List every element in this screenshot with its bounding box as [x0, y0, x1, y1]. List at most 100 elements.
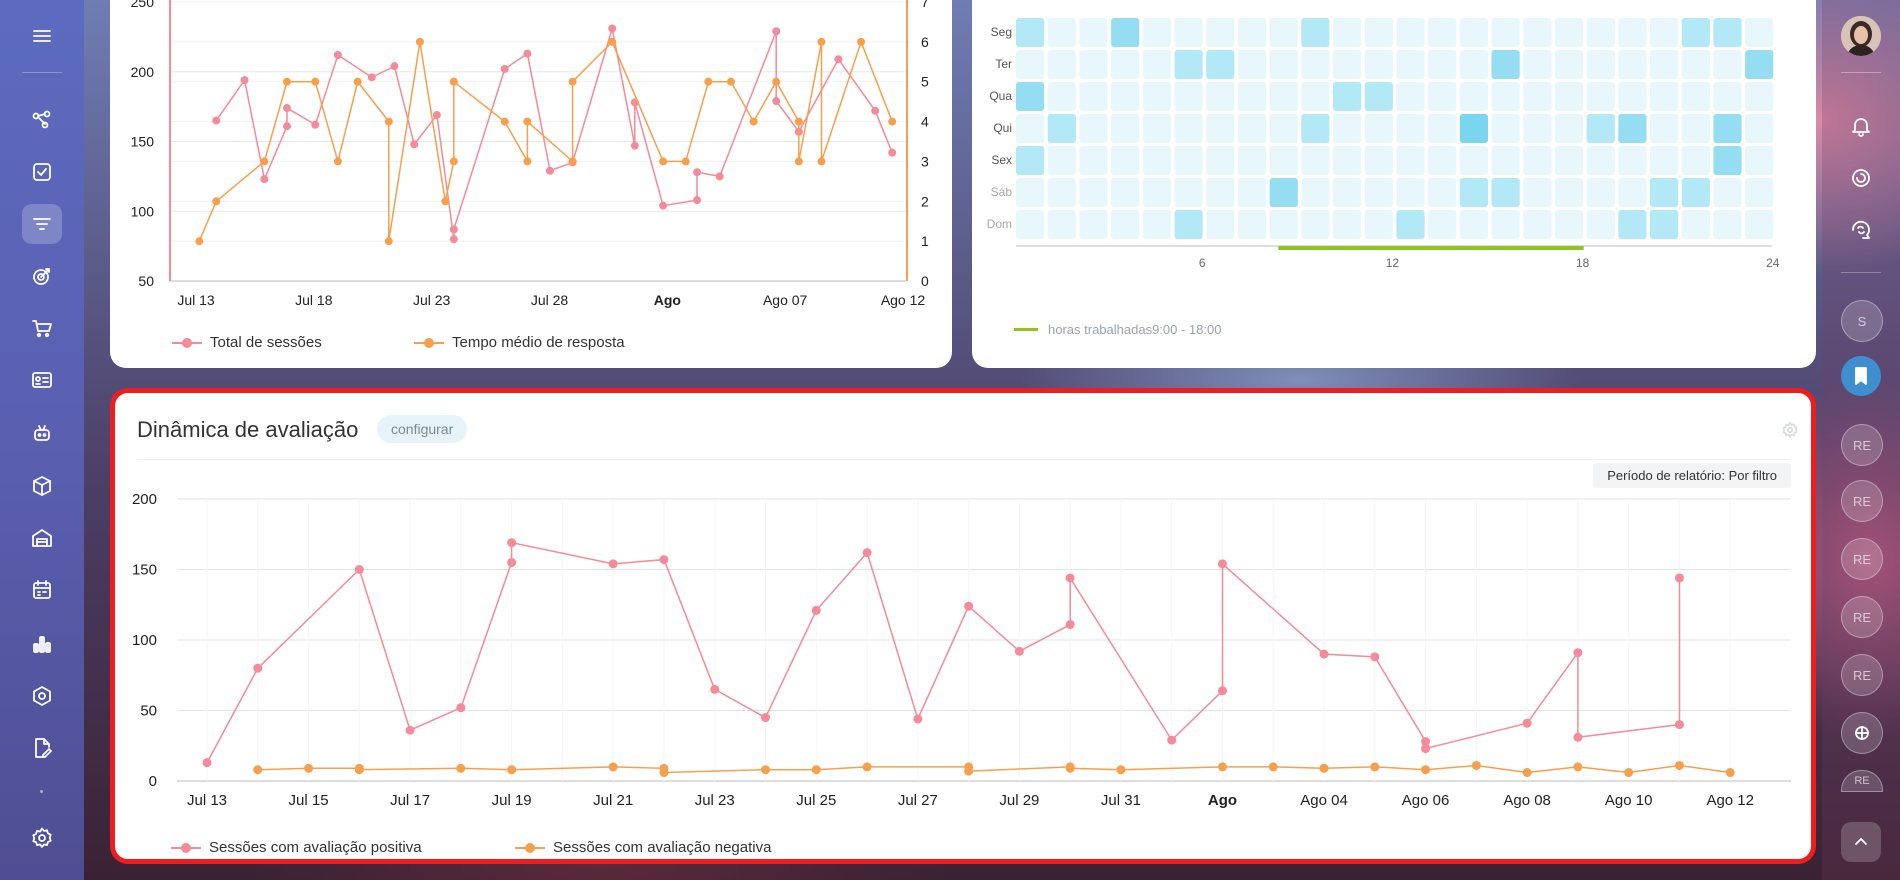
calendar-icon[interactable] [22, 570, 62, 610]
heatmap-cell [1111, 178, 1140, 207]
data-point [441, 197, 450, 206]
heatmap-cell [1650, 50, 1679, 79]
hexagon-icon[interactable] [22, 676, 62, 716]
heatmap-cell [1554, 82, 1584, 111]
x-tick-label: Ago 10 [1605, 792, 1653, 809]
heatmap-cell [1428, 146, 1457, 175]
x-tick-label: Jul 27 [898, 792, 938, 809]
share-icon[interactable] [22, 100, 62, 140]
heatmap-cell [1206, 178, 1235, 207]
x-tick-label: Jul 28 [531, 292, 569, 308]
heatmap-cell [1237, 210, 1267, 239]
heatmap-cell [1713, 178, 1742, 207]
heatmap-cell [1047, 210, 1076, 239]
contact-avatar[interactable]: RE [1841, 424, 1883, 466]
heatmap-cell [1111, 50, 1140, 79]
contact-avatar[interactable]: RE [1841, 654, 1883, 696]
day-label: Sex [991, 153, 1012, 167]
data-point [212, 197, 221, 206]
heatmap-cell [1301, 178, 1330, 207]
configure-button[interactable]: configurar [377, 415, 468, 443]
box-icon[interactable] [22, 466, 62, 506]
y-right-tick-label: 0 [921, 273, 929, 289]
contact-avatar[interactable]: S [1841, 300, 1883, 342]
contact-avatar[interactable]: RE [1841, 596, 1883, 638]
data-point [253, 663, 263, 673]
legend-marker [414, 337, 444, 349]
hour-tick-label: 24 [1766, 256, 1780, 270]
legend-positive-ratings[interactable]: Sessões com avaliação positiva [171, 839, 422, 856]
sidebar-dot [40, 790, 43, 793]
heatmap-cell [1047, 114, 1076, 143]
data-point [354, 565, 364, 574]
gear-icon[interactable] [1781, 421, 1799, 439]
heatmap-cell [1650, 114, 1679, 143]
day-label: Qua [989, 89, 1012, 103]
filter-icon[interactable] [22, 204, 62, 244]
report-period-badge[interactable]: Período de relatório: Por filtro [1593, 463, 1791, 488]
bar-chart-icon[interactable] [22, 624, 62, 664]
heatmap-cell [1586, 18, 1615, 47]
data-point [608, 37, 617, 46]
x-tick-label: Jul 31 [1101, 792, 1141, 809]
heatmap-cell [1396, 146, 1425, 175]
data-point [794, 117, 803, 126]
data-point [749, 117, 758, 126]
heatmap-cell [1428, 18, 1457, 47]
heatmap-cell [1301, 114, 1330, 143]
menu-icon[interactable] [22, 16, 62, 56]
heatmap-cell [1364, 50, 1393, 79]
heatmap-cell [1237, 18, 1267, 47]
heatmap-cell [1491, 210, 1520, 239]
heatmap-cell [1745, 114, 1774, 143]
heatmap-cell [1428, 50, 1457, 79]
scroll-up-button[interactable] [1841, 822, 1881, 862]
rating-dynamics-card: Dinâmica de avaliação configurar Período… [110, 388, 1816, 864]
contact-avatar[interactable]: RE [1841, 770, 1883, 792]
chat-refresh-icon[interactable] [1841, 210, 1881, 250]
heatmap-cell [1174, 146, 1203, 175]
cart-icon[interactable] [22, 308, 62, 348]
contact-avatar[interactable]: RE [1841, 480, 1883, 522]
avatar[interactable] [1841, 16, 1881, 56]
spiral-icon[interactable] [1841, 158, 1881, 198]
heatmap-cell [1269, 146, 1298, 175]
robot-icon[interactable] [22, 414, 62, 454]
y-left-tick-label: 50 [138, 273, 154, 289]
sessions-chart: 50 100 150 200 250 0 1 2 3 4 5 6 7 Jul 13 Jul 18 Jul 23… [131, 0, 929, 308]
heatmap-cell [1618, 114, 1647, 143]
data-point [523, 117, 532, 126]
document-edit-icon[interactable] [22, 728, 62, 768]
heatmap-cell [1745, 210, 1774, 239]
rating-chart: 0 50 100 150 200 Jul 13 Jul 15 Jul 17 Jul 19 Jul … [132, 491, 1791, 809]
heatmap-cell [1681, 82, 1710, 111]
contact-avatar[interactable]: RE [1841, 538, 1883, 580]
legend-avg-response[interactable]: Tempo médio de resposta [414, 334, 625, 351]
data-point [772, 97, 781, 106]
data-point [568, 77, 577, 86]
bell-icon[interactable] [1841, 106, 1881, 146]
data-point [1268, 762, 1278, 772]
heatmap-cell [1269, 210, 1298, 239]
data-point [1319, 763, 1329, 773]
heatmap-cell [1523, 210, 1552, 239]
data-point [871, 106, 880, 115]
network-icon[interactable] [1841, 712, 1883, 754]
warehouse-icon[interactable] [22, 518, 62, 558]
heatmap-cell [1237, 50, 1267, 79]
target-icon[interactable] [22, 256, 62, 296]
checkbox-icon[interactable] [22, 152, 62, 192]
legend-negative-ratings[interactable]: Sessões com avaliação negativa [515, 839, 771, 856]
settings-icon[interactable] [22, 818, 62, 858]
bookmark-icon[interactable] [1841, 356, 1881, 396]
y-left-tick-label: 200 [131, 64, 155, 80]
heatmap-cell [1174, 18, 1203, 47]
heatmap-cell [1554, 114, 1584, 143]
heatmap-cell [1459, 114, 1488, 143]
heatmap-cell [1681, 50, 1710, 79]
legend-total-sessions[interactable]: Total de sessões [172, 334, 322, 351]
data-point [1725, 768, 1735, 778]
data-point [333, 157, 342, 166]
data-point [1217, 559, 1227, 569]
id-card-icon[interactable] [22, 360, 62, 400]
